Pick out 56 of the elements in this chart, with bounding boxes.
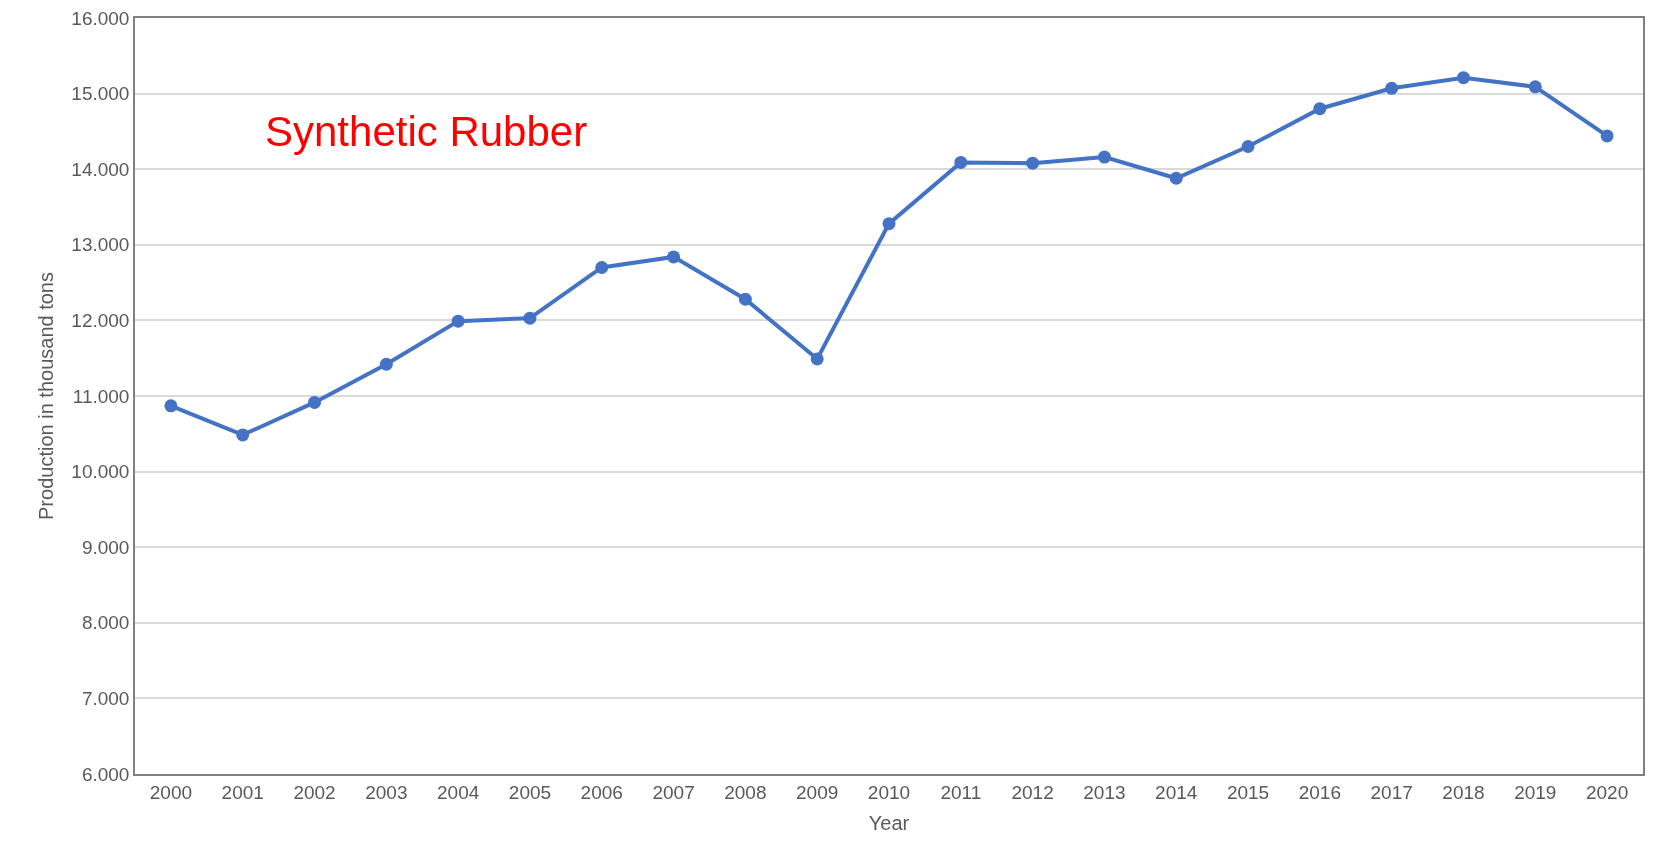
x-tick-label: 2010 <box>867 781 911 803</box>
x-tick-label: 2019 <box>1514 781 1557 803</box>
x-axis-title: Year <box>868 811 910 834</box>
point <box>236 428 250 442</box>
x-tick-label: 2015 <box>1226 781 1270 803</box>
point <box>523 311 537 325</box>
y-tick-label: 6.000 <box>81 763 130 785</box>
y-tick-label: 8.000 <box>81 612 130 634</box>
y-tick-label: 11.000 <box>72 385 130 407</box>
y-axis-title: Production in thousand tons <box>35 272 58 520</box>
point <box>1528 80 1542 94</box>
y-tick-label: 12.000 <box>71 310 130 332</box>
point <box>1313 102 1327 116</box>
point <box>1169 171 1183 185</box>
x-tick-label: 2009 <box>796 781 839 803</box>
x-tick-label: 2020 <box>1585 781 1629 803</box>
point <box>1385 81 1399 95</box>
x-tick-label: 2017 <box>1370 781 1413 803</box>
x-tick-label: 2005 <box>508 781 552 803</box>
x-tick-label: 2001 <box>221 781 264 803</box>
point <box>595 260 609 274</box>
point <box>1241 140 1255 154</box>
x-tick-label: 2002 <box>293 781 336 803</box>
y-tick-label: 10.000 <box>71 461 130 483</box>
x-tick-label: 2000 <box>149 781 193 803</box>
point <box>667 250 681 264</box>
point <box>451 314 465 328</box>
y-tick-label: 9.000 <box>81 536 130 558</box>
y-tick-label: 7.000 <box>81 688 130 710</box>
text: Synthetic Rubber <box>265 108 588 155</box>
x-tick-label: 2012 <box>1011 781 1054 803</box>
x-tick-label: 2008 <box>724 781 767 803</box>
point <box>379 357 393 371</box>
point <box>810 352 824 366</box>
point <box>1456 71 1470 85</box>
point <box>1097 150 1111 164</box>
y-tick-label: 13.000 <box>71 234 130 256</box>
point <box>954 155 968 169</box>
point <box>308 395 322 409</box>
x-tick-label: 2004 <box>437 781 480 803</box>
x-tick-label: 2013 <box>1083 781 1126 803</box>
point <box>1600 129 1614 143</box>
x-tick-label: 2011 <box>940 781 982 803</box>
x-tick-label: 2006 <box>580 781 623 803</box>
y-tick-label: 16.000 <box>71 7 130 29</box>
point <box>164 399 178 413</box>
x-tick-label: 2018 <box>1442 781 1485 803</box>
point <box>882 217 896 231</box>
point <box>1026 156 1040 170</box>
y-tick-label: 15.000 <box>71 83 130 105</box>
x-tick-label: 2014 <box>1155 781 1198 803</box>
y-tick-label: 14.000 <box>71 158 130 180</box>
x-tick-label: 2007 <box>652 781 695 803</box>
x-tick-label: 2016 <box>1298 781 1341 803</box>
point <box>738 292 752 306</box>
x-tick-label: 2003 <box>365 781 408 803</box>
